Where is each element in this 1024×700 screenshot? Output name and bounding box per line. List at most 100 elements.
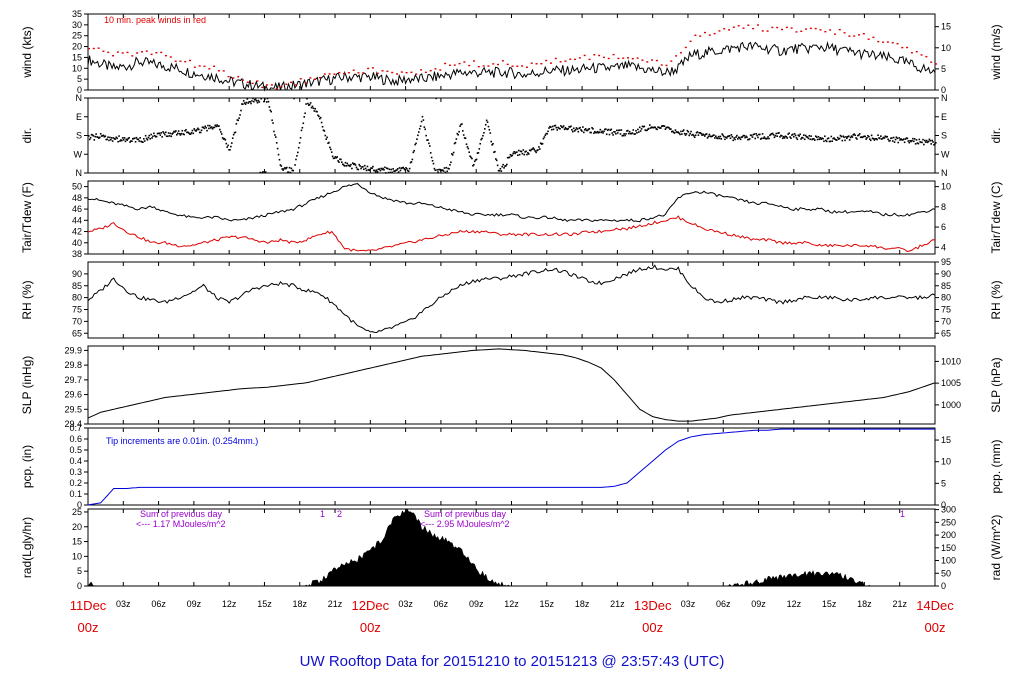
direction-point (456, 132, 459, 135)
direction-point (561, 126, 564, 129)
temperature-tair-line (87, 183, 936, 223)
y-tick-label: N (76, 93, 83, 103)
y-tick-label: 0 (77, 581, 82, 591)
direction-point (346, 162, 349, 165)
direction-point (98, 137, 100, 139)
direction-point (191, 129, 194, 132)
direction-point (299, 136, 302, 139)
direction-point (324, 134, 327, 137)
direction-point (174, 131, 176, 133)
direction-point (132, 138, 134, 140)
direction-point (420, 120, 423, 123)
direction-point (205, 126, 207, 129)
direction-point (356, 168, 359, 170)
direction-point (142, 141, 144, 143)
direction-point (576, 128, 579, 130)
direction-point (896, 137, 899, 140)
direction-point (672, 131, 675, 134)
direction-point (547, 130, 549, 133)
wind-peak-dot (448, 64, 451, 66)
direction-point (550, 126, 552, 128)
y-axis-title-left: rad(Lgly/hr) (20, 517, 34, 578)
direction-point (616, 129, 618, 132)
wind-peak-dot (886, 41, 889, 43)
direction-point (652, 126, 655, 129)
direction-point (755, 132, 757, 135)
direction-point (179, 134, 182, 136)
x-tick-label: 21z (610, 599, 625, 609)
direction-point (258, 101, 261, 103)
direction-point (670, 128, 672, 130)
direction-point (339, 158, 341, 161)
direction-point (121, 139, 123, 142)
direction-point (364, 167, 367, 170)
direction-point (697, 134, 700, 136)
direction-point (122, 138, 125, 141)
wind-peak-dot (222, 70, 225, 72)
direction-point (578, 127, 581, 130)
direction-point (413, 149, 416, 152)
y-tick-label: 10 (72, 551, 82, 561)
direction-point (540, 143, 543, 145)
y-tick-label: 0.6 (69, 434, 82, 444)
direction-point (913, 140, 915, 143)
direction-point (805, 135, 808, 138)
direction-point (644, 129, 647, 131)
direction-point (367, 168, 370, 171)
direction-point (152, 135, 154, 138)
direction-point (924, 141, 927, 143)
direction-point (217, 125, 219, 128)
direction-point (285, 167, 287, 170)
direction-point (360, 167, 362, 170)
wind-peak-dot (910, 52, 913, 54)
direction-point (605, 128, 607, 130)
direction-point (519, 150, 522, 153)
direction-point (902, 138, 905, 140)
direction-point (170, 135, 173, 138)
direction-point (173, 130, 175, 133)
direction-point (777, 132, 779, 134)
wind-peak-dot (92, 47, 95, 50)
direction-point (109, 136, 111, 139)
wind-peak-dot (497, 63, 500, 66)
y-tick-label-right: 250 (941, 517, 956, 527)
wind-peak-dot (583, 54, 586, 57)
wind-peak-dot (386, 70, 389, 73)
direction-point (238, 117, 240, 119)
wind-peak-dot (559, 61, 562, 63)
wind-peak-dot (357, 72, 360, 74)
y-tick-label: 0.2 (69, 478, 82, 488)
direction-point (166, 135, 169, 138)
direction-point (397, 171, 400, 173)
direction-point (337, 160, 339, 162)
direction-point (276, 147, 279, 150)
y-tick-label: E (76, 112, 82, 122)
direction-point (517, 149, 520, 152)
direction-point (735, 136, 737, 138)
direction-point (891, 137, 893, 139)
y-tick-label-right: 50 (941, 568, 951, 578)
direction-point (894, 138, 897, 141)
direction-point (606, 129, 609, 131)
direction-point (543, 136, 546, 138)
direction-point (714, 137, 716, 139)
direction-point (243, 102, 246, 104)
direction-point (907, 140, 910, 142)
direction-point (251, 100, 253, 102)
direction-point (199, 131, 202, 134)
direction-point (172, 132, 174, 134)
y-tick-label: N (76, 168, 83, 178)
direction-point (446, 170, 449, 173)
direction-point (596, 130, 599, 133)
direction-point (153, 132, 155, 135)
direction-point (792, 135, 795, 138)
y-tick-label: 0.3 (69, 467, 82, 477)
y-tick-label-right: 90 (941, 269, 951, 279)
direction-point (309, 102, 312, 104)
direction-point (642, 125, 645, 128)
direction-point (161, 136, 163, 138)
y-tick-label-right: 10 (941, 457, 951, 467)
direction-point (583, 129, 586, 131)
y-tick-label: W (74, 149, 83, 159)
direction-point (444, 171, 447, 174)
